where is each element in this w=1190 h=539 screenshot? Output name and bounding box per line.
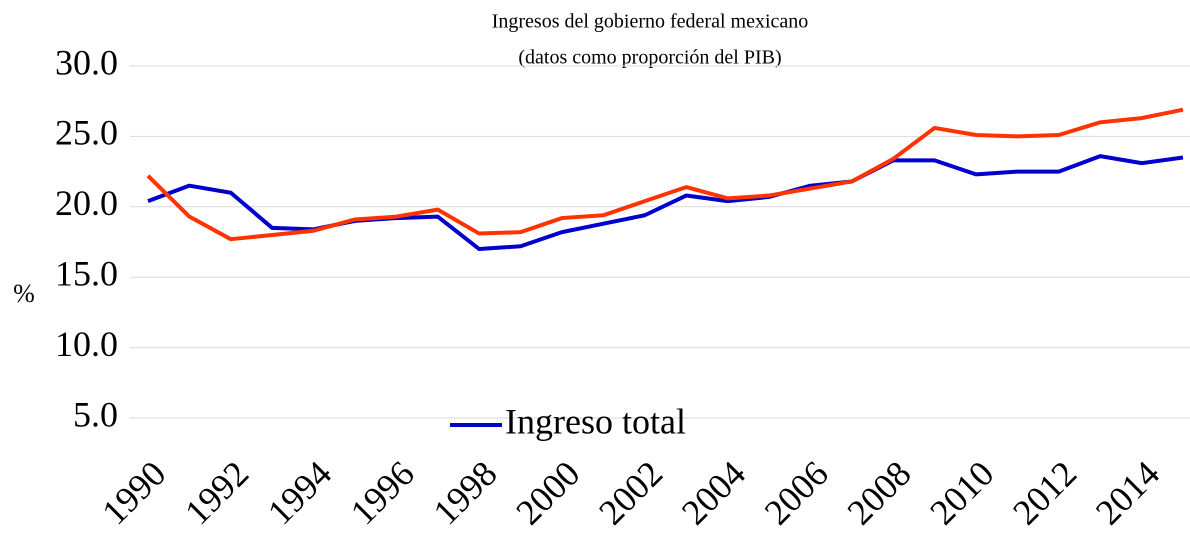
x-tick-label: 1998 — [426, 453, 505, 532]
y-axis-label: % — [13, 279, 35, 308]
x-tick-label: 1996 — [343, 453, 422, 532]
x-tick-label: 1994 — [260, 453, 339, 532]
y-tick-label: 30.0 — [55, 42, 118, 82]
y-tick-label: 25.0 — [55, 113, 118, 153]
y-tick-label: 15.0 — [55, 253, 118, 293]
x-tick-label: 2006 — [757, 453, 836, 532]
x-tick-label: 2012 — [1005, 453, 1084, 532]
x-tick-label: 2004 — [674, 453, 753, 532]
series-line — [147, 154, 1184, 252]
x-tick-label: 2008 — [840, 453, 919, 532]
y-tick-label: 20.0 — [55, 183, 118, 223]
x-tick-label: 2010 — [922, 453, 1001, 532]
x-tick-label: 1990 — [94, 453, 173, 532]
y-tick-label: 10.0 — [55, 324, 118, 364]
x-tick-label: 2014 — [1088, 453, 1167, 532]
y-tick-label: 5.0 — [73, 394, 118, 434]
chart-title: Ingresos del gobierno federal mexicano — [492, 11, 809, 33]
series-line — [146, 107, 1184, 242]
legend-label: Ingreso total — [505, 401, 686, 441]
chart-subtitle: (datos como proporción del PIB) — [518, 47, 781, 69]
x-tick-label: 2002 — [591, 453, 670, 532]
x-tick-label: 2000 — [508, 453, 587, 532]
x-tick-label: 1992 — [177, 453, 256, 532]
